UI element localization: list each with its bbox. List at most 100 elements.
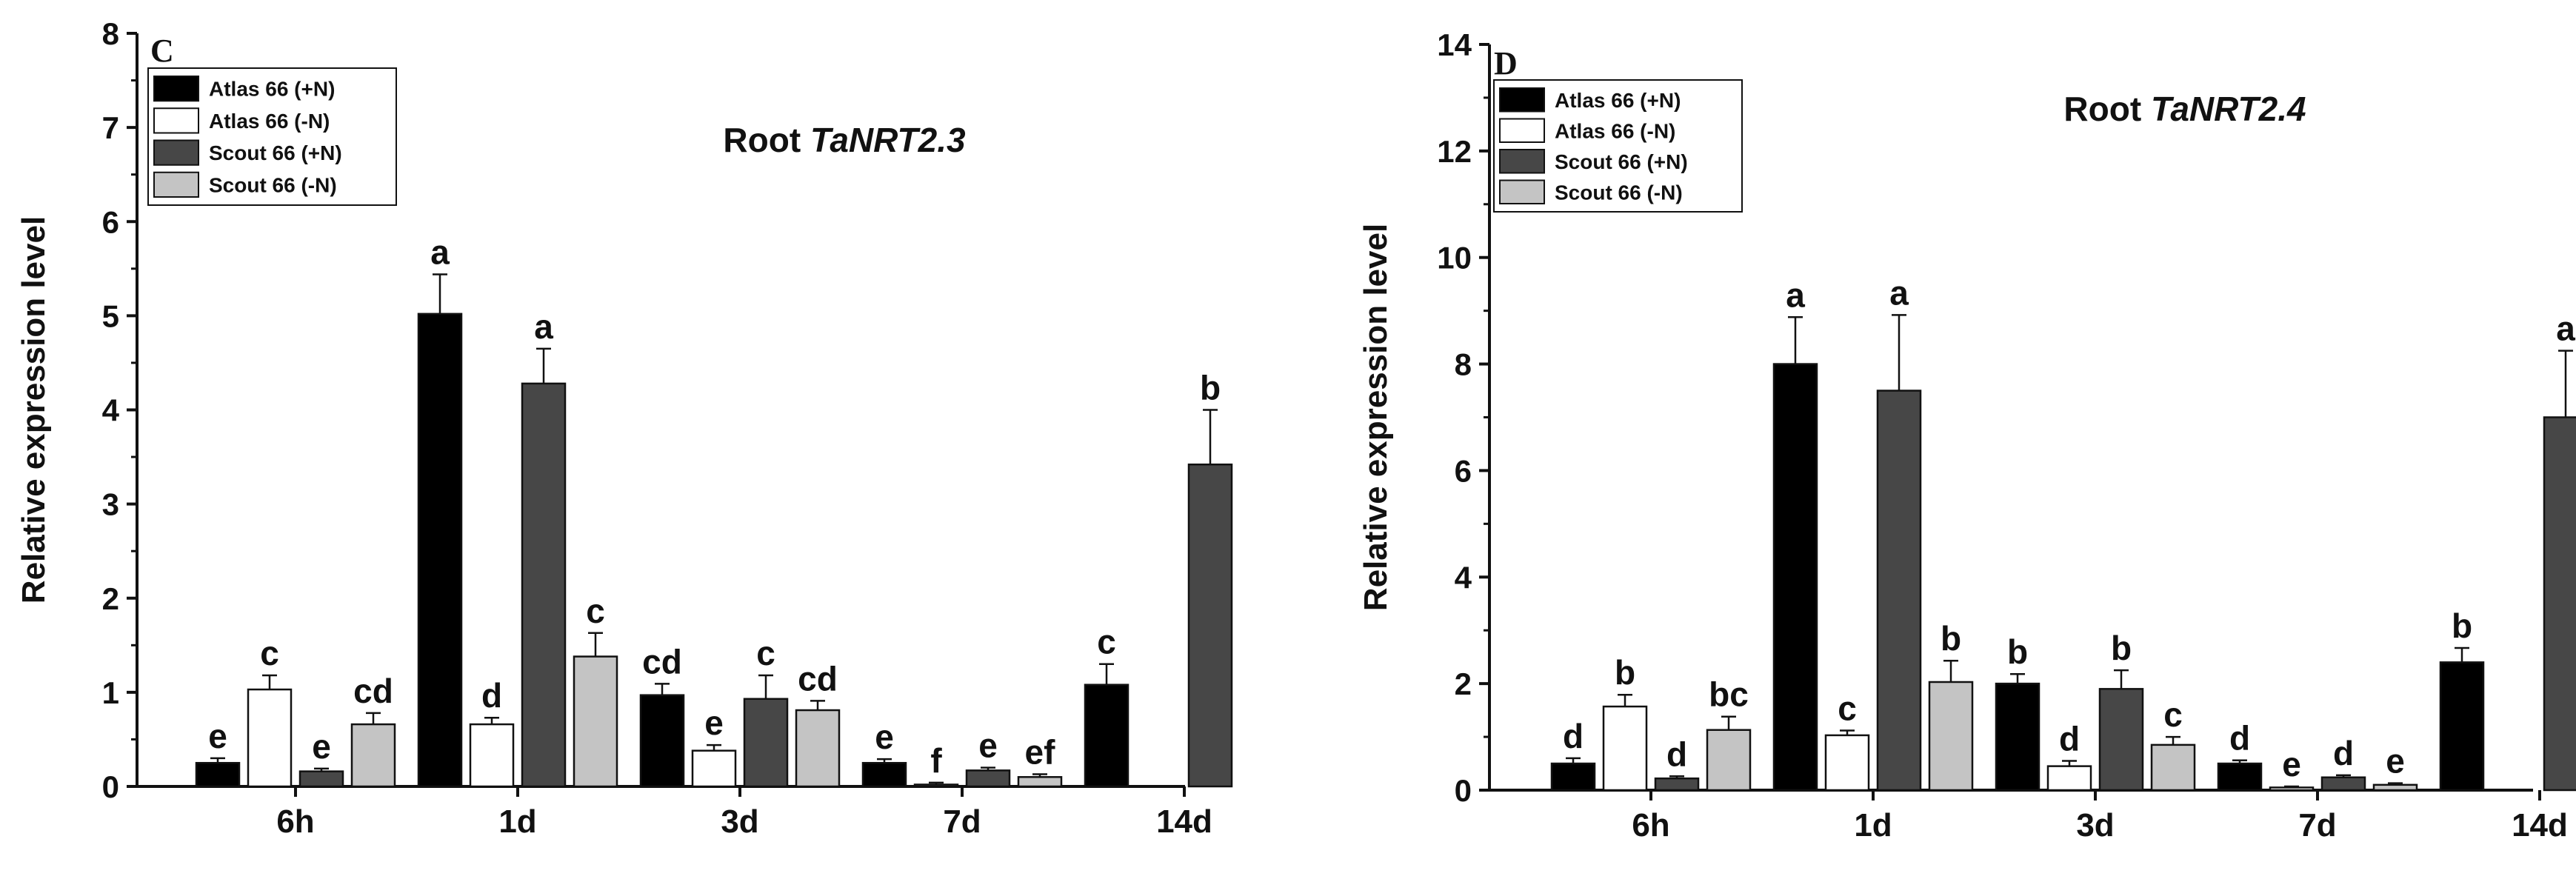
bar	[469, 723, 515, 788]
chart-title-prefix: Root	[723, 121, 810, 159]
legend-label: Scout 66 (+N)	[1555, 150, 1688, 173]
significance-label: b	[2007, 632, 2028, 671]
bar	[861, 761, 907, 788]
bar	[691, 749, 737, 788]
legend-label: Atlas 66 (-N)	[1555, 119, 1675, 142]
significance-label: e	[312, 727, 331, 766]
y-axis-label: Relative expression level	[1358, 224, 1394, 611]
y-tick-label: 8	[102, 16, 119, 51]
bar	[2046, 765, 2092, 792]
x-tick-label: 6h	[1632, 807, 1669, 843]
significance-label: c	[586, 592, 605, 630]
legend-label: Atlas 66 (+N)	[1555, 89, 1681, 112]
bar	[2217, 762, 2263, 792]
significance-label: d	[1563, 717, 1584, 755]
chart-title-prefix: Root	[2063, 90, 2151, 128]
significance-label: a	[2556, 310, 2575, 348]
significance-label: bc	[1709, 675, 1749, 714]
panel-letter: D	[1494, 45, 1518, 81]
significance-label: d	[2229, 719, 2250, 758]
bar	[1187, 463, 1233, 788]
x-tick-label: 7d	[2298, 807, 2336, 843]
y-tick-label: 12	[1437, 134, 1472, 169]
significance-label: a	[430, 233, 450, 271]
bar	[573, 655, 618, 788]
chart-panel-c: 0 1 2 3 4 5 6 7 8 Relative expression level C Root …	[16, 16, 1233, 840]
significance-label: cd	[353, 672, 393, 710]
significance-label: b	[2111, 629, 2132, 667]
legend-label: Scout 66 (-N)	[1555, 181, 1683, 204]
significance-label: e	[208, 717, 227, 755]
bar	[2543, 416, 2576, 792]
legend-label: Scout 66 (+N)	[209, 141, 342, 164]
legend-swatch	[153, 76, 199, 102]
y-axis-label: Relative expression level	[16, 216, 52, 604]
chart-title-gene: TaNRT2.4	[2151, 90, 2306, 128]
significance-label: e	[978, 726, 998, 765]
bar	[913, 783, 959, 788]
y-tick-label: 7	[102, 110, 119, 145]
bar	[1017, 776, 1063, 788]
x-tick-label: 1d	[498, 803, 536, 840]
bar	[195, 761, 241, 788]
significance-label: e	[875, 718, 894, 756]
y-tick-label: 2	[1455, 666, 1472, 701]
legend: Atlas 66 (+N) Atlas 66 (-N) Scout 66 (+N) S…	[1493, 79, 1743, 213]
significance-label: b	[1941, 619, 1961, 658]
legend-swatch	[153, 171, 199, 198]
significance-label: a	[1786, 275, 1805, 314]
bar	[795, 709, 841, 788]
bar	[2372, 783, 2418, 792]
bar	[1602, 705, 1648, 792]
bar	[247, 688, 293, 788]
bar	[2439, 661, 2485, 792]
significance-label: d	[481, 676, 502, 715]
bar	[2320, 776, 2366, 792]
significance-label: e	[704, 703, 724, 742]
legend: Atlas 66 (+N) Atlas 66 (-N) Scout 66 (+N) S…	[147, 67, 397, 206]
significance-label: b	[2452, 606, 2472, 645]
significance-label: ef	[1025, 732, 1056, 771]
y-tick-label: 6	[102, 204, 119, 239]
significance-label: b	[1200, 369, 1221, 407]
bar	[2150, 743, 2196, 792]
y-tick-label: 1	[102, 675, 119, 710]
legend-swatch	[1499, 118, 1545, 143]
x-tick-label: 7d	[943, 803, 981, 840]
legend-swatch	[1499, 87, 1545, 113]
x-tick-label: 1d	[1854, 807, 1892, 843]
significance-label: c	[260, 634, 279, 672]
bar	[2098, 688, 2144, 792]
x-tick-label: 14d	[2512, 807, 2568, 843]
bar	[1876, 390, 1922, 792]
y-tick-label: 6	[1455, 453, 1472, 488]
significance-label: c	[1097, 623, 1116, 661]
legend-swatch	[1499, 179, 1545, 204]
y-tick-label: 5	[102, 298, 119, 333]
bar	[1654, 777, 1700, 792]
panel-letter: C	[150, 33, 174, 69]
legend-label: Atlas 66 (+N)	[209, 78, 335, 101]
x-tick-label: 3d	[721, 803, 758, 840]
y-tick-label: 3	[102, 487, 119, 522]
significance-label: c	[1838, 689, 1857, 727]
y-tick-label: 4	[102, 393, 120, 428]
y-tick-label: 0	[1455, 773, 1472, 808]
significance-label: d	[1666, 735, 1687, 773]
y-tick-label: 8	[1455, 347, 1472, 382]
y-tick-label: 2	[102, 581, 119, 616]
legend-swatch	[1499, 149, 1545, 174]
y-tick-label: 10	[1437, 241, 1472, 275]
bar	[639, 694, 685, 788]
bar	[1550, 762, 1596, 792]
y-tick-label: 14	[1437, 27, 1472, 62]
chart-panel-d: 0 2 4 6 8 10 12 14 Relative expression level D Roo…	[1358, 27, 2576, 843]
bar	[1772, 363, 1818, 792]
chart-title: Root TaNRT2.3	[723, 121, 966, 159]
bar	[1928, 681, 1974, 792]
significance-label: c	[756, 634, 775, 672]
legend-label: Scout 66 (-N)	[209, 173, 337, 196]
significance-label: d	[2059, 719, 2080, 758]
x-tick-label: 3d	[2076, 807, 2114, 843]
